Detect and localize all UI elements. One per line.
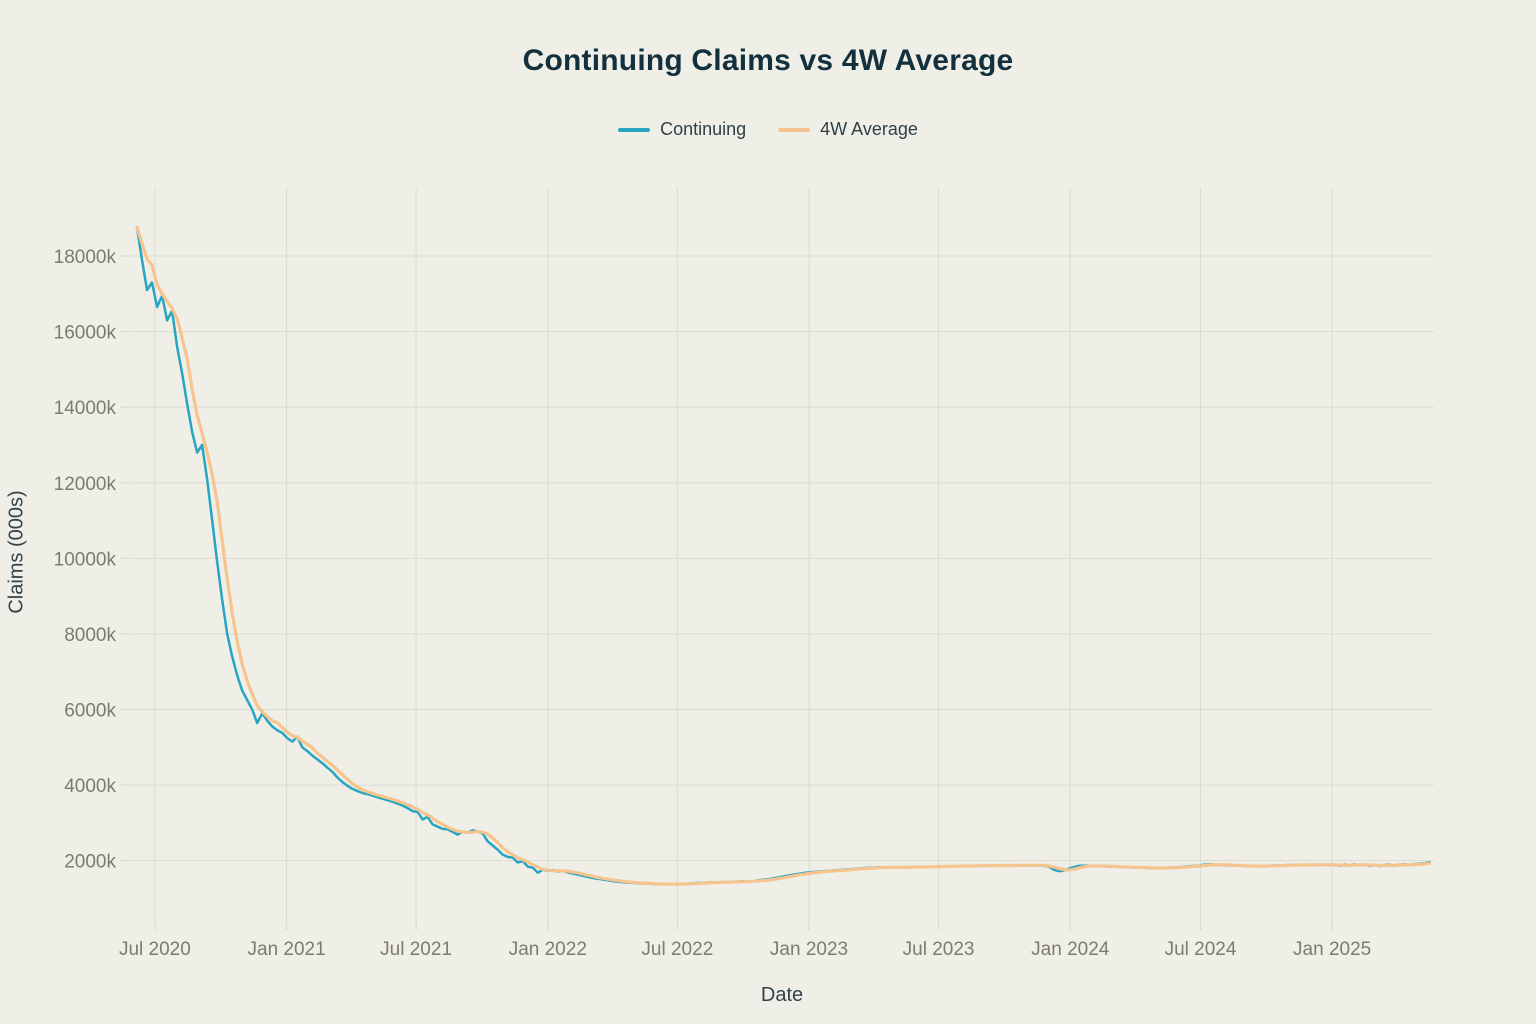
- x-axis-title: Date: [760, 984, 804, 1006]
- x-tick-label: Jul 2022: [641, 939, 713, 960]
- legend-item-4w-average[interactable]: 4W Average: [778, 119, 918, 140]
- y-tick-label: 12000k: [54, 474, 117, 495]
- chart-title: Continuing Claims vs 4W Average: [522, 44, 1014, 77]
- y-tick-label: 14000k: [54, 398, 117, 419]
- legend-label-4w-average: 4W Average: [820, 119, 918, 139]
- y-tick-label: 10000k: [54, 549, 117, 570]
- x-tick-label: Jan 2021: [248, 939, 326, 960]
- x-tick-label: Jul 2020: [119, 939, 191, 960]
- y-axis-title: Claims (000s): [5, 490, 28, 614]
- x-tick-label: Jul 2024: [1165, 939, 1237, 960]
- series-line-4w-average[interactable]: [135, 225, 1432, 886]
- legend-label-continuing: Continuing: [660, 119, 747, 139]
- x-tick-label: Jan 2023: [770, 939, 848, 960]
- legend-swatch-continuing-icon: [618, 127, 651, 132]
- y-tick-label: 18000k: [54, 247, 117, 268]
- x-tick-label: Jul 2023: [903, 939, 975, 960]
- y-tick-label: 8000k: [64, 625, 116, 646]
- y-tick-label: 2000k: [64, 852, 116, 873]
- x-tick-label: Jul 2021: [380, 939, 452, 960]
- x-tick-label: Jan 2022: [509, 939, 587, 960]
- y-tick-label: 4000k: [64, 776, 116, 797]
- chart-legend: Continuing 4W Average: [0, 119, 1536, 140]
- legend-item-continuing[interactable]: Continuing: [618, 119, 746, 140]
- x-tick-label: Jan 2025: [1293, 939, 1371, 960]
- y-tick-label: 6000k: [64, 700, 116, 721]
- legend-swatch-4w-average-icon: [778, 127, 811, 132]
- series-line-continuing[interactable]: [135, 226, 1431, 886]
- y-tick-label: 16000k: [54, 323, 117, 344]
- x-tick-label: Jan 2024: [1031, 939, 1110, 960]
